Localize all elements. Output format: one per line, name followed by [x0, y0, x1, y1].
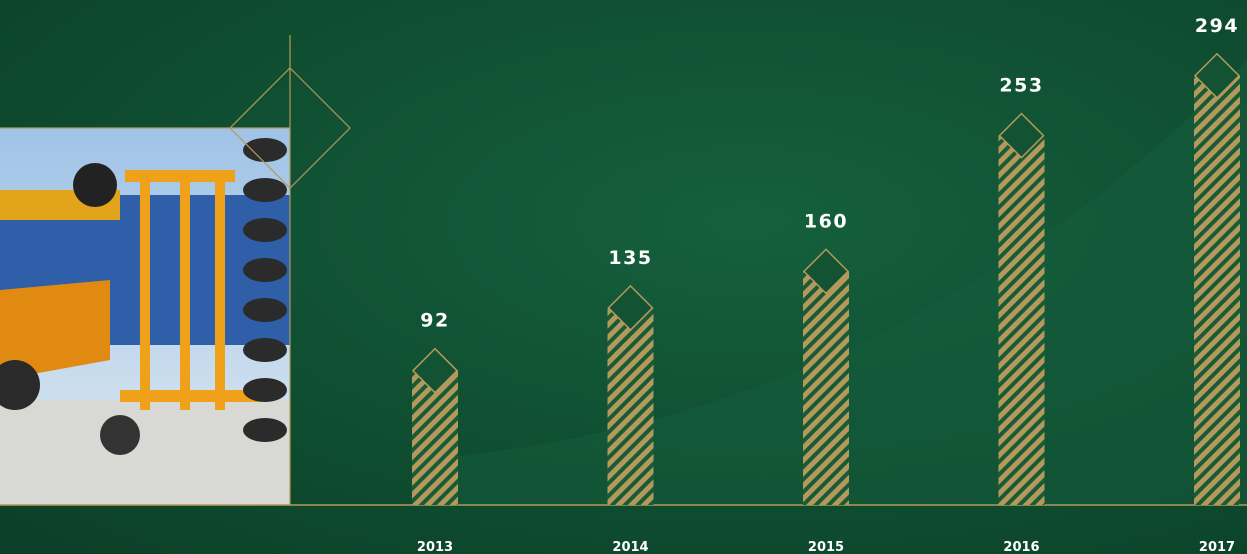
photo — [0, 128, 290, 505]
x-tick-label: 2015 — [808, 540, 844, 554]
bar — [999, 136, 1045, 505]
bar — [803, 271, 849, 505]
value-label: 135 — [608, 247, 652, 269]
x-tick-label: 2013 — [417, 540, 453, 554]
bar — [608, 308, 654, 505]
bar — [1194, 76, 1240, 505]
x-tick-label: 2017 — [1199, 540, 1235, 554]
value-label: 160 — [804, 210, 848, 232]
x-tick-label: 2014 — [612, 540, 648, 554]
x-tick-label: 2016 — [1003, 540, 1039, 554]
chart: 2013 92 2014 135 2015 160 2016 253 2017 294 — [0, 0, 1247, 554]
value-label: 253 — [999, 75, 1043, 97]
value-label: 92 — [420, 310, 449, 332]
value-label: 294 — [1195, 15, 1239, 37]
